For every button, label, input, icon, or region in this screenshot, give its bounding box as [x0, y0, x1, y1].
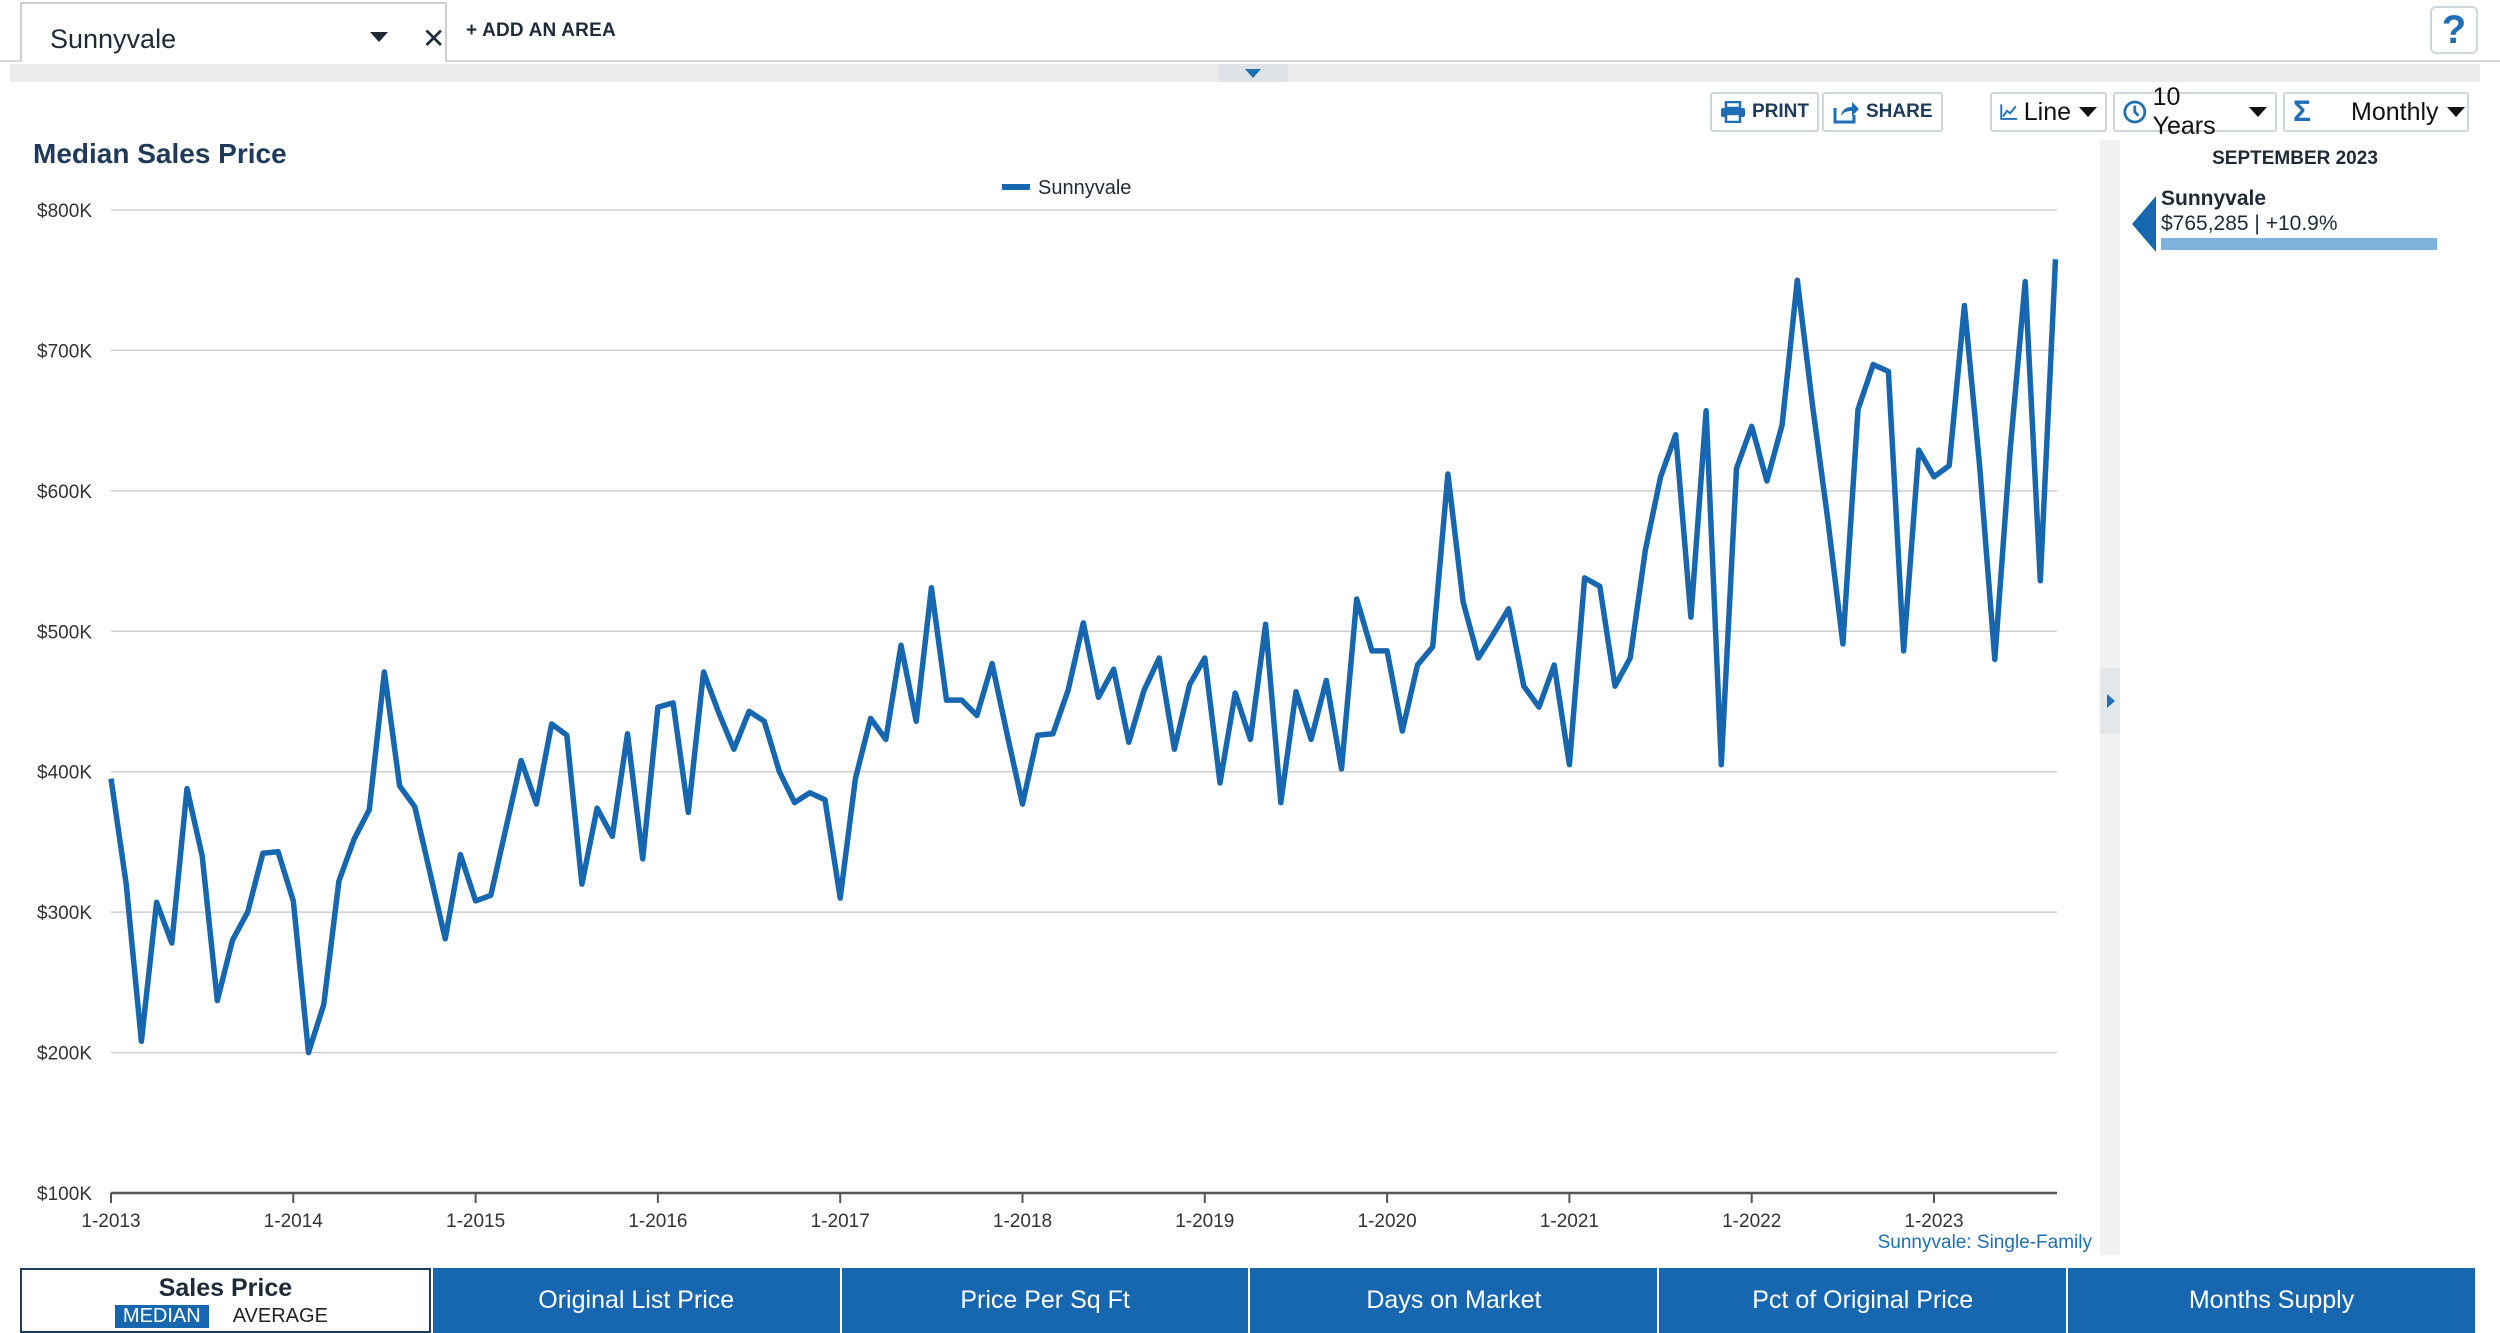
chevron-down-icon[interactable]: [370, 32, 388, 42]
area-name: Sunnyvale: [50, 24, 177, 54]
value-marker-icon: [2132, 196, 2156, 252]
tab-label: Price Per Sq Ft: [960, 1286, 1130, 1314]
x-tick-label: 1-2016: [628, 1211, 687, 1232]
interval-value: Monthly: [2351, 97, 2439, 126]
time-range-select[interactable]: 10 Years: [2113, 83, 2277, 140]
x-tick-label: 1-2019: [1175, 1211, 1234, 1232]
tab-original-list-price[interactable]: Original List Price: [430, 1268, 840, 1333]
share-button[interactable]: SHARE: [1822, 92, 1943, 132]
chevron-down-icon: [2079, 107, 2097, 117]
chevron-down-icon: [2446, 107, 2465, 117]
series-line-sunnyvale[interactable]: [108, 259, 2059, 1056]
close-icon[interactable]: ✕: [422, 23, 446, 54]
tab-label: Months Supply: [2188, 1286, 2355, 1314]
y-tick-label: $200K: [37, 1044, 92, 1065]
clock-icon: [2123, 100, 2147, 124]
chart-title: Median Sales Price: [33, 138, 287, 169]
top-bar: [0, 0, 2500, 62]
share-icon: [1833, 102, 1859, 124]
interval-select[interactable]: Σ Monthly: [2283, 92, 2469, 132]
x-tick-label: 1-2018: [993, 1211, 1052, 1232]
chevron-right-icon[interactable]: [2107, 694, 2115, 708]
add-area-button[interactable]: + ADD AN AREA: [466, 20, 616, 41]
legend-label: Sunnyvale: [1038, 177, 1131, 199]
chart-type-value: Line: [2023, 97, 2071, 126]
x-tick-label: 1-2020: [1358, 1211, 1417, 1232]
area-selector[interactable]: Sunnyvale ✕: [20, 2, 447, 62]
tab-label: Days on Market: [1366, 1286, 1542, 1314]
y-tick-label: $100K: [37, 1184, 92, 1205]
y-tick-label: $600K: [37, 482, 92, 503]
chart-source-label: Sunnyvale: Single-Family: [1878, 1232, 2093, 1253]
print-button[interactable]: PRINT: [1710, 92, 1819, 132]
share-label: SHARE: [1866, 101, 1933, 122]
x-tick-label: 1-2013: [81, 1211, 140, 1232]
tab-months-supply[interactable]: Months Supply: [2066, 1268, 2475, 1333]
y-tick-label: $500K: [37, 622, 92, 643]
tab-label: Sales Price: [158, 1274, 293, 1302]
tab-days-on-market[interactable]: Days on Market: [1248, 1268, 1658, 1333]
x-tick-label: 1-2015: [446, 1211, 505, 1232]
time-range-value: 10 Years: [2152, 83, 2216, 140]
y-tick-label: $800K: [37, 201, 92, 222]
side-panel-area: Sunnyvale: [2161, 187, 2267, 210]
chevron-down-icon[interactable]: [1245, 69, 1261, 78]
y-tick-label: $400K: [37, 763, 92, 784]
tab-price-per-sq-ft[interactable]: Price Per Sq Ft: [839, 1268, 1249, 1333]
x-tick-label: 1-2023: [1904, 1211, 1963, 1232]
tab-label: Original List Price: [538, 1286, 735, 1314]
tab-sales-price[interactable]: Sales Price MEDIAN AVERAGE: [20, 1268, 431, 1333]
side-panel-date: SEPTEMBER 2023: [2212, 148, 2378, 169]
chevron-down-icon: [2249, 107, 2267, 117]
printer-icon: [1721, 101, 1745, 123]
x-tick-label: 1-2017: [811, 1211, 870, 1232]
sales-price-subtabs: MEDIAN AVERAGE: [114, 1305, 336, 1328]
side-panel-value-bar: [2161, 238, 2437, 250]
metric-tabs: Sales Price MEDIAN AVERAGE Original List…: [20, 1268, 2475, 1333]
tab-pct-of-original-price[interactable]: Pct of Original Price: [1657, 1268, 2067, 1333]
help-button[interactable]: ?: [2430, 6, 2478, 54]
y-tick-label: $300K: [37, 903, 92, 924]
tab-label: Pct of Original Price: [1752, 1286, 1974, 1314]
subtab-average[interactable]: AVERAGE: [232, 1305, 328, 1327]
chart-type-select[interactable]: Line: [1990, 92, 2107, 132]
print-label: PRINT: [1752, 101, 1809, 122]
x-tick-label: 1-2014: [264, 1211, 324, 1232]
x-tick-label: 1-2021: [1540, 1211, 1599, 1232]
line-chart-icon: [2000, 104, 2018, 120]
x-tick-label: 1-2022: [1722, 1211, 1781, 1232]
y-tick-label: $700K: [37, 341, 92, 362]
sigma-icon: Σ: [2293, 95, 2312, 128]
side-panel-value: $765,285 | +10.9%: [2161, 212, 2338, 235]
line-chart: $100K $200K $300K $400K $500K $600K $700K $800K…: [37, 177, 2093, 1253]
subtab-median[interactable]: MEDIAN: [114, 1305, 209, 1328]
